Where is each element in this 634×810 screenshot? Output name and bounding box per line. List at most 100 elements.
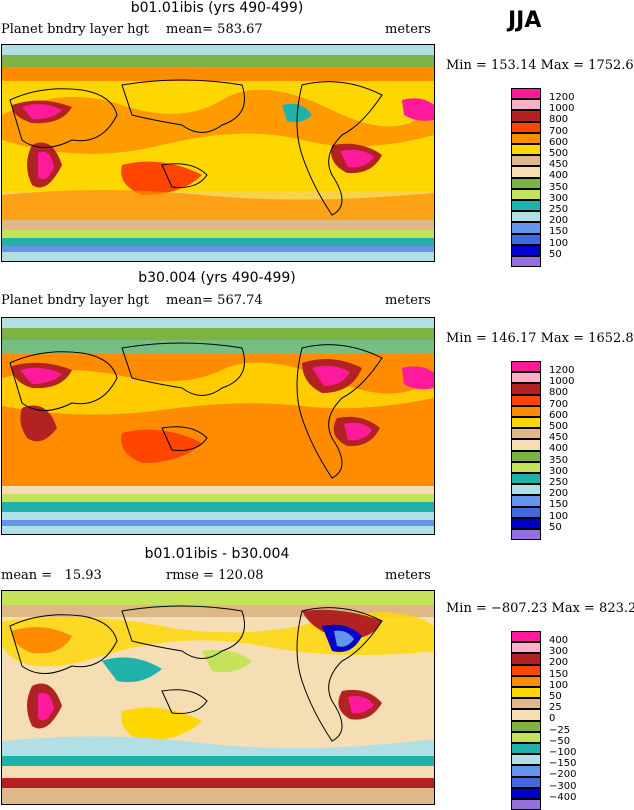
panel-2-legend-swatch [511, 383, 541, 395]
panel-1-legend-swatch [511, 200, 541, 212]
panel-1-legend-swatch [511, 132, 541, 144]
panel-2-map [1, 317, 435, 535]
panel-3-legend-swatch [511, 631, 541, 643]
panel-1-legend-label: 100 [549, 237, 569, 249]
panel-2-legend-label: 150 [549, 499, 569, 511]
panel-2-legend-swatch [511, 450, 541, 462]
panel-3-mean-label: mean = 15.93 [1, 568, 102, 583]
panel-2-legend-swatch [511, 372, 541, 384]
panel-1-legend-swatch [511, 244, 541, 256]
panel-2-field-label: Planet bndry layer hgt [1, 293, 149, 308]
panel-1-legend-swatch [511, 99, 541, 111]
panel-3-legend-swatch [511, 720, 541, 732]
panel-3-minmax-label: Min = −807.23 Max = 823.23 [446, 601, 634, 616]
panel-2-legend-label: 100 [549, 510, 569, 522]
panel-1-legend-label: 1200 [549, 92, 575, 103]
panel-3-legend-swatch [511, 743, 541, 755]
panel-2-legend-swatch [511, 506, 541, 518]
panel-2-legend-swatch [511, 417, 541, 429]
panel-2-legend-label: 350 [549, 454, 569, 466]
panel-1-legend-label: 300 [549, 192, 569, 204]
panel-3-legend-swatch [511, 765, 541, 777]
panel-2-contour-field [2, 318, 434, 534]
panel-1-title: b01.01ibis (yrs 490-499) [130, 0, 304, 16]
panel-2-legend-swatch [511, 495, 541, 507]
panel-2-legend-swatch [511, 484, 541, 496]
panel-1-legend-swatch [511, 144, 541, 156]
panel-3-legend-label: −400 [549, 791, 577, 803]
panel-2-legend-swatch [511, 461, 541, 473]
panel-2-legend-label: 1200 [549, 365, 575, 376]
panel-3-legend-swatch [511, 687, 541, 699]
panel-1-legend-swatch [511, 177, 541, 189]
panel-2-legend-label: 700 [549, 398, 569, 410]
panel-3-rmse-label: rmse = 120.08 [166, 568, 264, 583]
panel-3-legend-swatch [511, 642, 541, 654]
panel-1-legend-label: 400 [549, 170, 569, 182]
panel-3-contour-field [2, 591, 434, 804]
panel-3-legend-label: 300 [549, 646, 569, 658]
panel-3-map [1, 590, 435, 805]
panel-1-legend-swatch [511, 121, 541, 133]
panel-2-legend-swatch [511, 473, 541, 485]
panel-3-legend-swatch [511, 799, 541, 810]
panel-2-mean-label: mean= 567.74 [166, 293, 263, 308]
panel-3-legend-label: 50 [549, 691, 562, 702]
panel-1-contour-field [2, 45, 434, 261]
panel-1-legend-label: 500 [549, 148, 569, 159]
panel-3-units-label: meters [385, 568, 431, 583]
panel-3-legend-label: 100 [549, 679, 569, 691]
panel-3-legend-label: −100 [549, 747, 577, 758]
panel-1-legend-label: 1000 [549, 103, 575, 115]
panel-3-legend-swatch [511, 653, 541, 665]
panel-3-title: b01.01ibis - b30.004 [144, 546, 290, 562]
panel-1-legend-swatch [511, 256, 541, 268]
panel-2-legend-label: 300 [549, 465, 569, 477]
panel-1-legend-label: 600 [549, 136, 569, 148]
panel-2-legend-swatch [511, 428, 541, 440]
panel-3-legend-label: 0 [549, 713, 556, 725]
panel-3-legend-swatch [511, 709, 541, 721]
panel-2-legend-swatch [511, 517, 541, 529]
panel-2-legend-label: 400 [549, 443, 569, 455]
panel-1-legend-swatch [511, 222, 541, 234]
panel-1-legend-swatch [511, 110, 541, 122]
panel-3-legend-swatch [511, 776, 541, 788]
panel-1-legend-label: 50 [549, 248, 562, 260]
panel-3-legend-label: −150 [549, 758, 577, 770]
panel-2-units-label: meters [385, 293, 431, 308]
panel-1-legend-label: 350 [549, 181, 569, 193]
panel-1-legend-swatch [511, 155, 541, 167]
panel-1-map [1, 44, 435, 262]
panel-2-legend-label: 500 [549, 421, 569, 432]
panel-2-legend-label: 250 [549, 477, 569, 488]
panel-2-minmax-label: Min = 146.17 Max = 1652.81 [446, 331, 634, 346]
panel-3-legend-swatch [511, 675, 541, 687]
panel-2-legend-swatch [511, 361, 541, 373]
panel-1-legend-swatch [511, 166, 541, 178]
panel-2-legend-swatch [511, 405, 541, 417]
panel-3-legend-swatch [511, 698, 541, 710]
panel-3-legend-label: −50 [549, 735, 571, 747]
panel-1-legend-swatch [511, 88, 541, 100]
panel-3-legend-label: 400 [549, 635, 569, 646]
panel-3-legend-label: −200 [549, 769, 577, 781]
season-label: JJA [508, 8, 542, 33]
panel-2-legend-label: 200 [549, 488, 569, 500]
panel-1-field-label: Planet bndry layer hgt [1, 22, 149, 37]
panel-2-legend-label: 600 [549, 409, 569, 421]
panel-1-legend-label: 150 [549, 226, 569, 238]
panel-3-legend-label: 150 [549, 668, 569, 680]
panel-1-legend-label: 800 [549, 114, 569, 126]
panel-1-minmax-label: Min = 153.14 Max = 1752.63 [446, 58, 634, 73]
panel-3-legend-label: −25 [549, 724, 571, 736]
panel-1-legend-swatch [511, 233, 541, 245]
panel-3-legend-swatch [511, 754, 541, 766]
panel-1-mean-label: mean= 583.67 [166, 22, 263, 37]
panel-3-legend-swatch [511, 664, 541, 676]
panel-2-legend-swatch [511, 529, 541, 541]
panel-1-legend-swatch [511, 188, 541, 200]
panel-3-legend-label: 200 [549, 657, 569, 669]
panel-2-legend-label: 50 [549, 521, 562, 533]
panel-2-legend-label: 800 [549, 387, 569, 399]
